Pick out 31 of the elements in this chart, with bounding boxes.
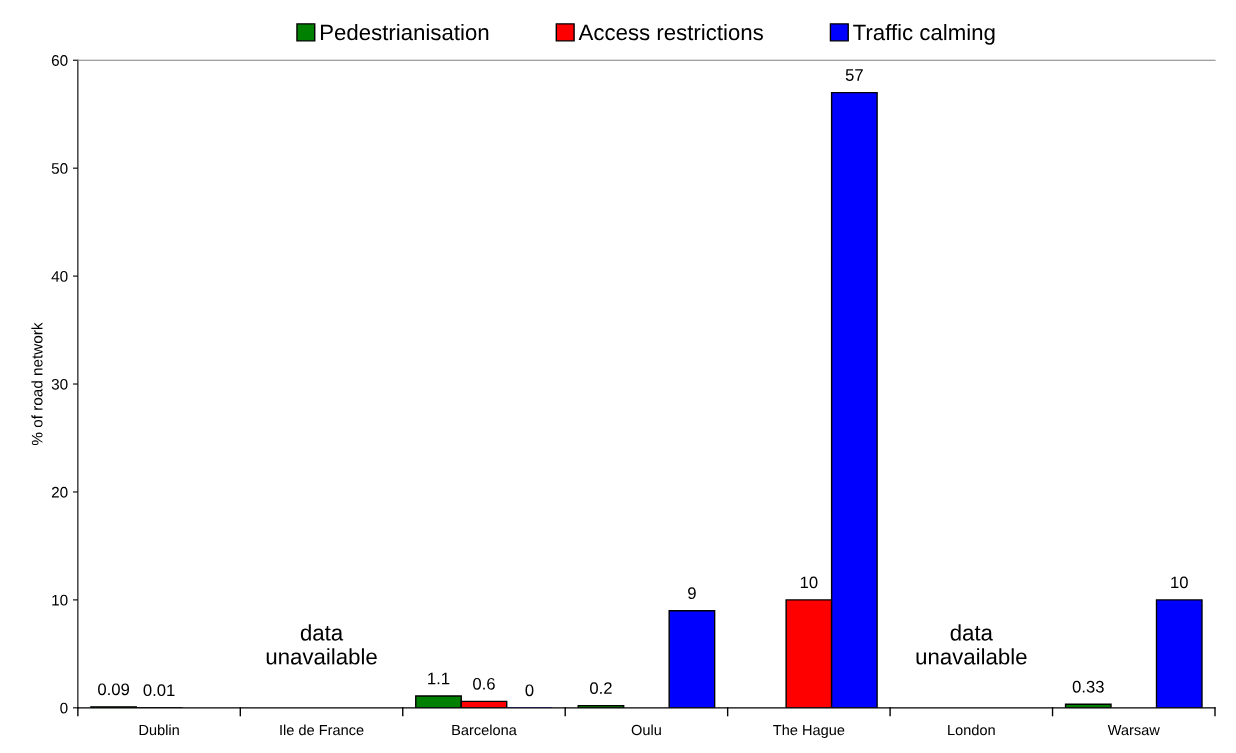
annotation: data unavailable [916,624,1027,665]
data-label: 0.01 [143,684,175,697]
x-tick-label: Oulu [631,724,661,736]
data-label: 1.1 [428,672,450,685]
x-tick-label: Warsaw [1107,725,1160,736]
data-label: 0.6 [473,677,495,690]
y-tick-label: 40 [51,270,68,282]
y-tick-label: 30 [51,378,68,390]
data-label: 0.33 [1072,680,1104,693]
annotation: data unavailable [266,624,377,665]
data-label: 10 [1171,576,1188,589]
data-label: 57 [845,69,863,81]
data-label: 0 [525,684,534,697]
legend-label: Pedestrianisation [321,23,489,41]
y-axis-title: % of road network [31,322,43,446]
x-tick-label: Dublin [139,724,179,736]
legend-label: Traffic calming [853,23,995,45]
x-tick-label: The Hague [773,724,845,739]
x-tick-label: Barcelona [452,724,517,736]
y-tick-label: 20 [51,486,68,498]
data-label: 9 [688,587,696,600]
y-tick-label: 60 [51,55,68,66]
y-tick-label: 10 [52,594,68,606]
legend-label: Access restrictions [578,23,763,41]
data-label: 0.09 [98,683,130,696]
y-tick-label: 0 [60,702,68,714]
data-label: 10 [800,576,818,589]
data-label: 0.2 [590,682,612,695]
x-tick-label: London [948,724,995,736]
y-tick-label: 50 [51,163,68,174]
x-tick-label: Ile de France [280,724,364,736]
